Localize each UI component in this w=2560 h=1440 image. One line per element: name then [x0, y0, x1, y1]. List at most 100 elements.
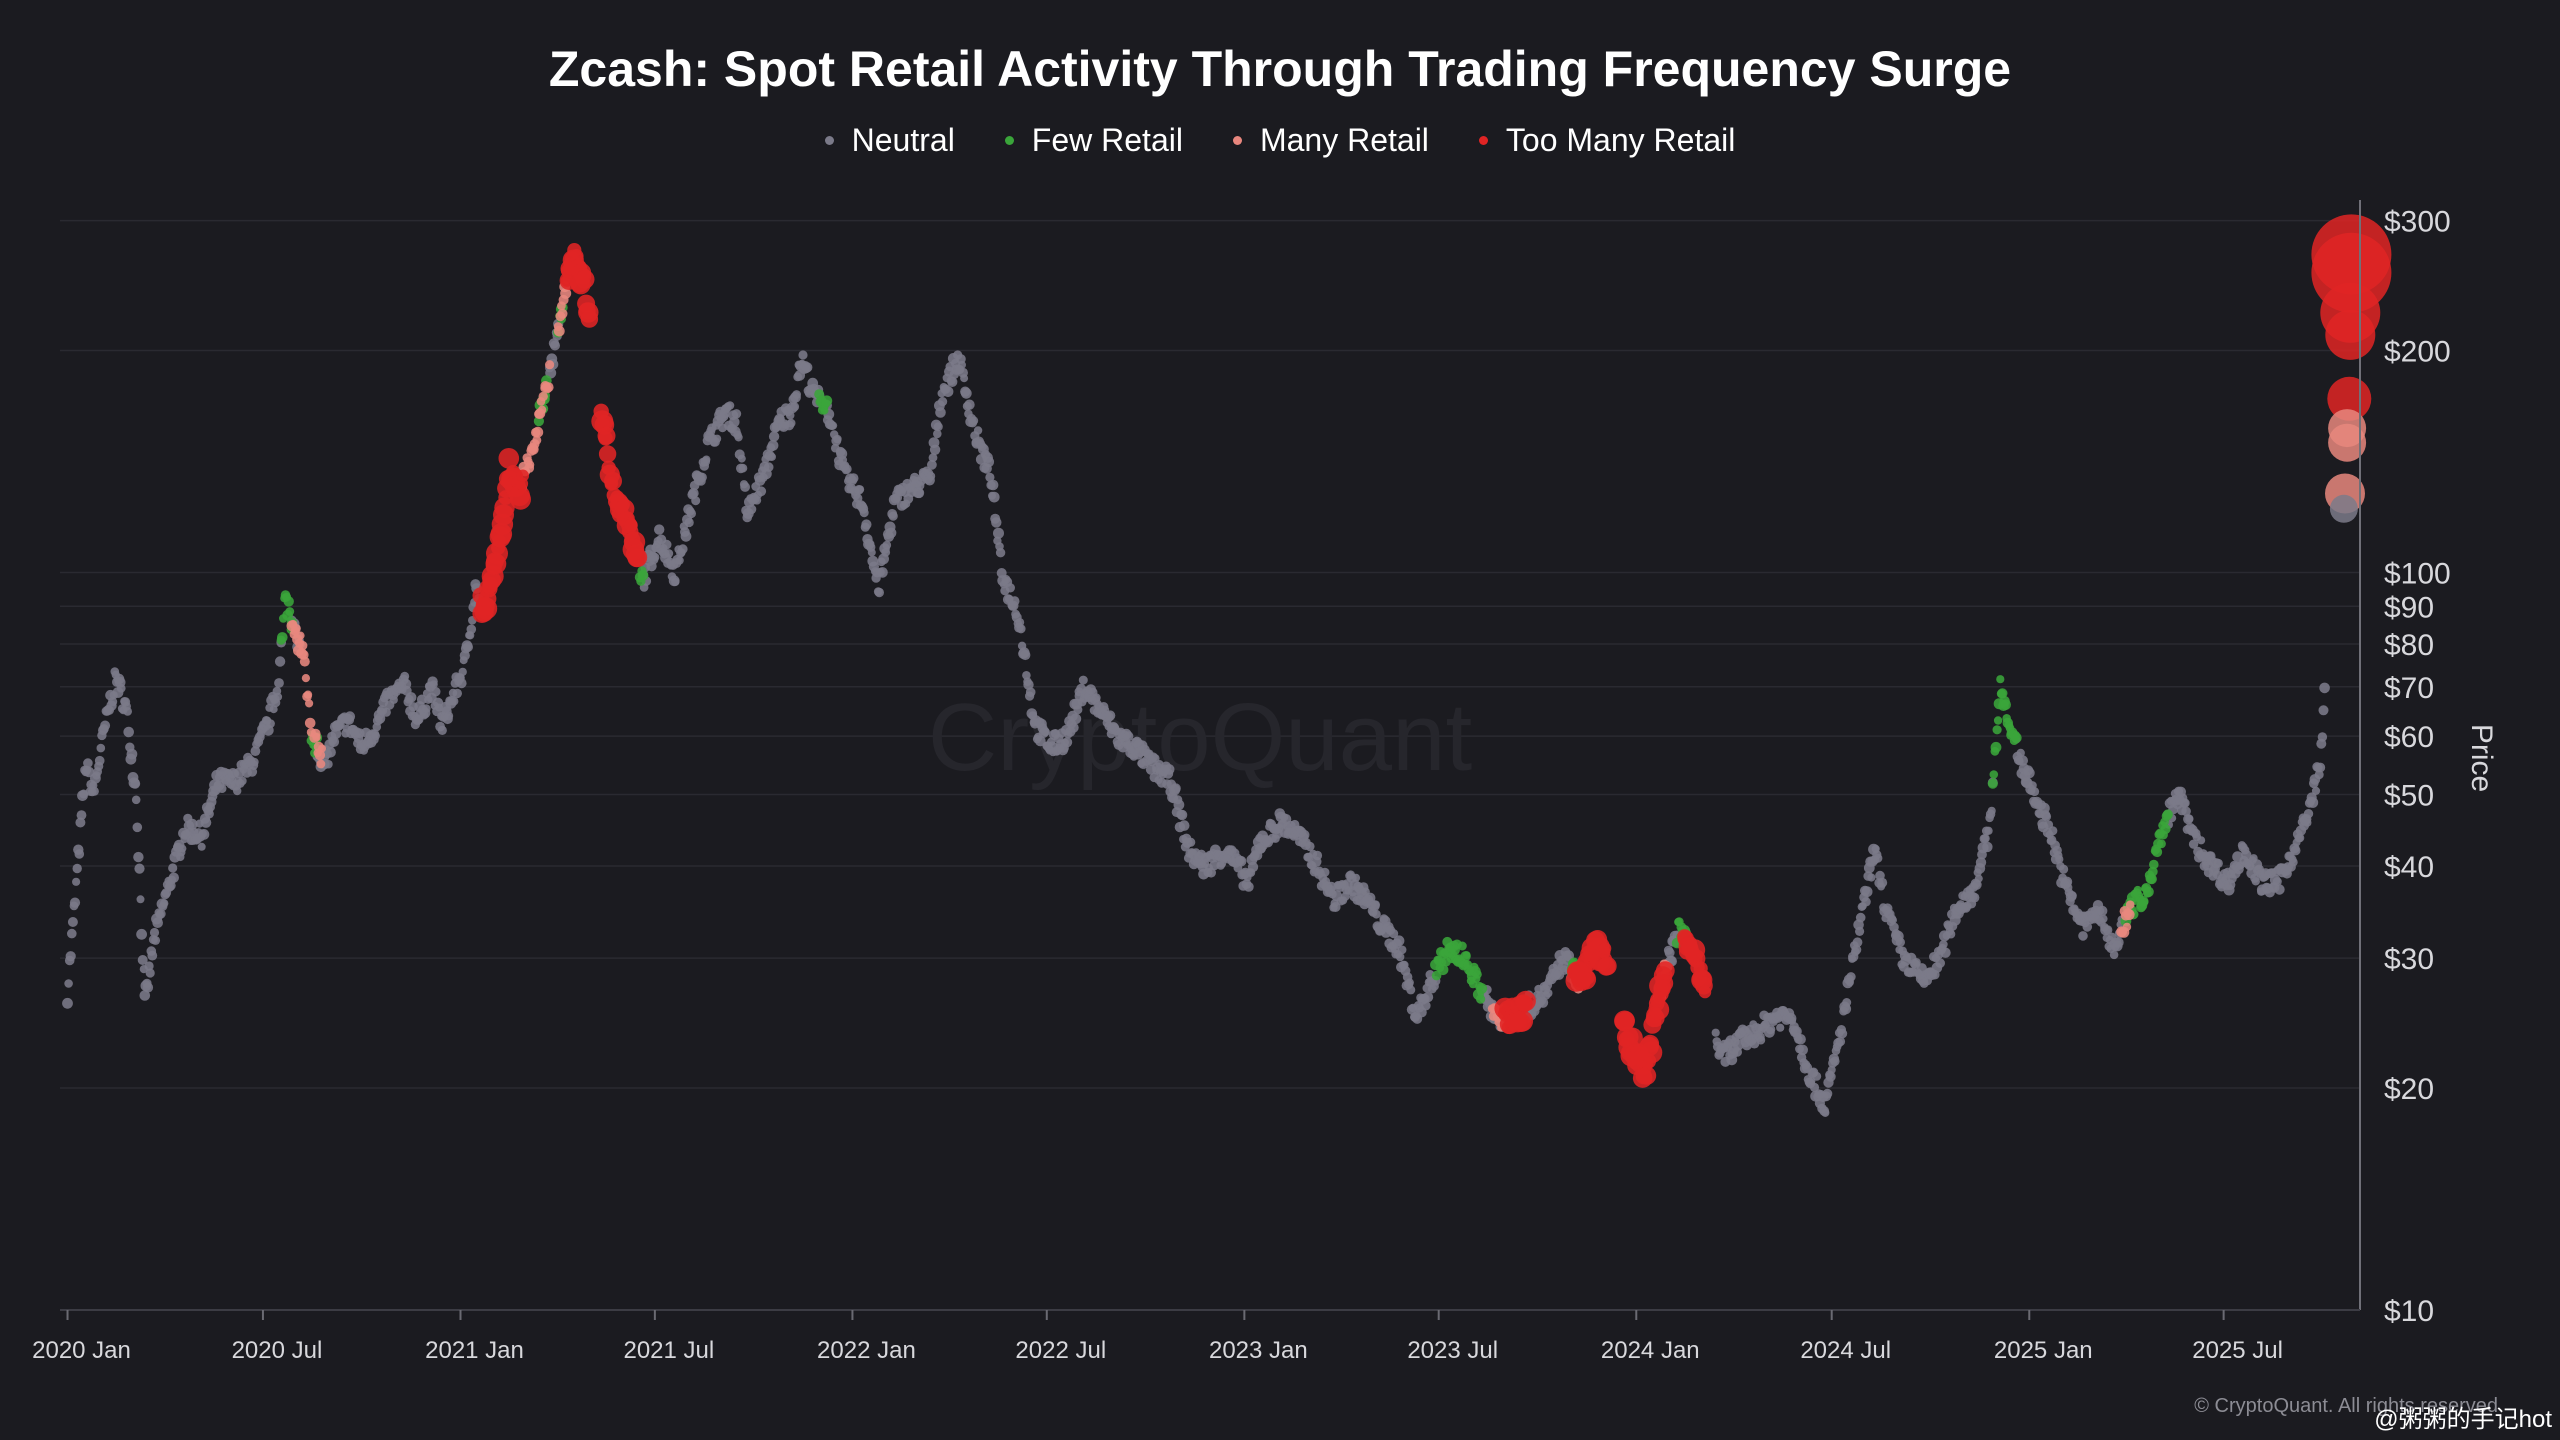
point-many-retail: [538, 391, 548, 402]
point-few-retail: [2146, 873, 2157, 885]
legend: Neutral Few Retail Many Retail Too Many …: [0, 122, 2560, 159]
point-neutral: [144, 961, 154, 971]
point-neutral: [1176, 809, 1188, 821]
point-neutral: [94, 755, 105, 766]
point-neutral: [1422, 991, 1434, 1003]
point-many-retail: [299, 656, 310, 667]
point-neutral: [136, 895, 145, 904]
point-many-retail: [303, 690, 313, 699]
point-many-retail: [2122, 922, 2132, 932]
point-neutral: [139, 990, 151, 1001]
x-tick-label: 2025 Jan: [1994, 1337, 2093, 1364]
legend-item-many-retail[interactable]: Many Retail: [1232, 122, 1429, 159]
point-neutral: [988, 491, 1000, 503]
point-neutral: [168, 872, 179, 883]
point-neutral: [993, 527, 1004, 539]
point-neutral: [168, 863, 178, 873]
y-tick-label: $50: [2384, 780, 2434, 813]
point-few-retail: [1997, 688, 2008, 699]
point-neutral: [877, 567, 888, 578]
point-many-retail: [304, 717, 316, 729]
legend-item-neutral[interactable]: Neutral: [824, 122, 955, 159]
point-neutral: [1389, 929, 1399, 939]
point-too-many-retail: [1698, 985, 1712, 999]
point-neutral: [731, 409, 742, 419]
x-tick-label: 2025 Jul: [2192, 1337, 2283, 1364]
point-many-retail: [316, 759, 326, 769]
point-neutral: [1822, 1088, 1833, 1099]
point-neutral: [123, 707, 132, 716]
point-neutral: [152, 917, 163, 928]
point-neutral: [2113, 937, 2124, 948]
point-neutral: [848, 473, 859, 484]
x-tick-label: 2023 Jan: [1209, 1337, 1308, 1364]
point-neutral: [958, 360, 966, 369]
point-few-retail: [1457, 941, 1467, 951]
point-neutral: [867, 548, 876, 557]
x-tick-label: 2021 Jul: [623, 1337, 714, 1364]
point-neutral: [789, 402, 800, 412]
point-neutral: [697, 472, 707, 483]
point-neutral: [126, 748, 138, 760]
point-few-retail: [1476, 983, 1488, 994]
point-neutral: [874, 587, 884, 598]
point-neutral: [458, 667, 467, 677]
point-few-retail: [1992, 725, 2002, 735]
point-neutral: [2023, 767, 2035, 779]
chart-title: Zcash: Spot Retail Activity Through Trad…: [548, 41, 2012, 97]
point-neutral: [1867, 873, 1876, 882]
point-neutral: [1812, 1071, 1822, 1081]
point-neutral: [64, 979, 73, 988]
point-neutral: [238, 776, 247, 786]
point-neutral: [2251, 877, 2260, 886]
point-few-retail: [2162, 809, 2173, 820]
point-neutral: [1877, 877, 1888, 888]
point-neutral: [108, 697, 118, 707]
point-many-retail: [305, 699, 314, 708]
point-neutral: [1330, 902, 1341, 912]
point-neutral: [947, 376, 958, 387]
point-neutral: [1873, 853, 1883, 863]
x-tick-label: 2022 Jan: [817, 1337, 916, 1364]
point-neutral: [1351, 873, 1361, 882]
point-many-retail: [301, 674, 310, 683]
point-many-retail: [557, 308, 568, 319]
point-neutral: [145, 968, 155, 978]
point-many-retail: [537, 405, 547, 414]
point-neutral: [133, 851, 144, 863]
point-few-retail: [637, 570, 649, 581]
point-few-retail: [283, 596, 294, 607]
point-neutral: [2181, 806, 2191, 817]
point-too-many-retail: [1515, 990, 1536, 1012]
point-neutral: [928, 453, 938, 463]
point-neutral: [2097, 905, 2108, 917]
point-many-retail: [291, 624, 301, 634]
point-neutral: [2188, 839, 2199, 849]
point-neutral: [1247, 861, 1259, 873]
point-neutral: [885, 527, 897, 539]
point-neutral: [691, 496, 701, 506]
point-neutral: [1975, 857, 1987, 868]
point-neutral: [330, 728, 342, 740]
point-neutral: [1206, 867, 1216, 878]
point-neutral: [881, 547, 891, 557]
point-neutral: [134, 863, 145, 874]
point-neutral: [1070, 713, 1082, 725]
point-too-many-retail: [1648, 999, 1670, 1020]
legend-item-too-many-retail[interactable]: Too Many Retail: [1478, 122, 1735, 159]
point-neutral: [2274, 884, 2285, 895]
point-too-many-retail: [597, 426, 616, 445]
point-neutral: [2314, 770, 2324, 780]
legend-item-few-retail[interactable]: Few Retail: [1004, 122, 1183, 159]
point-neutral: [274, 678, 284, 688]
point-neutral: [991, 517, 1002, 528]
point-neutral: [1888, 916, 1897, 925]
point-neutral: [1035, 735, 1046, 747]
point-neutral: [160, 899, 169, 908]
point-neutral: [1370, 900, 1380, 910]
y-tick-label: $40: [2384, 851, 2434, 884]
point-too-many-retail: [1579, 969, 1595, 986]
point-few-retail: [2152, 846, 2163, 858]
point-neutral: [371, 731, 381, 741]
point-neutral: [2290, 845, 2301, 856]
